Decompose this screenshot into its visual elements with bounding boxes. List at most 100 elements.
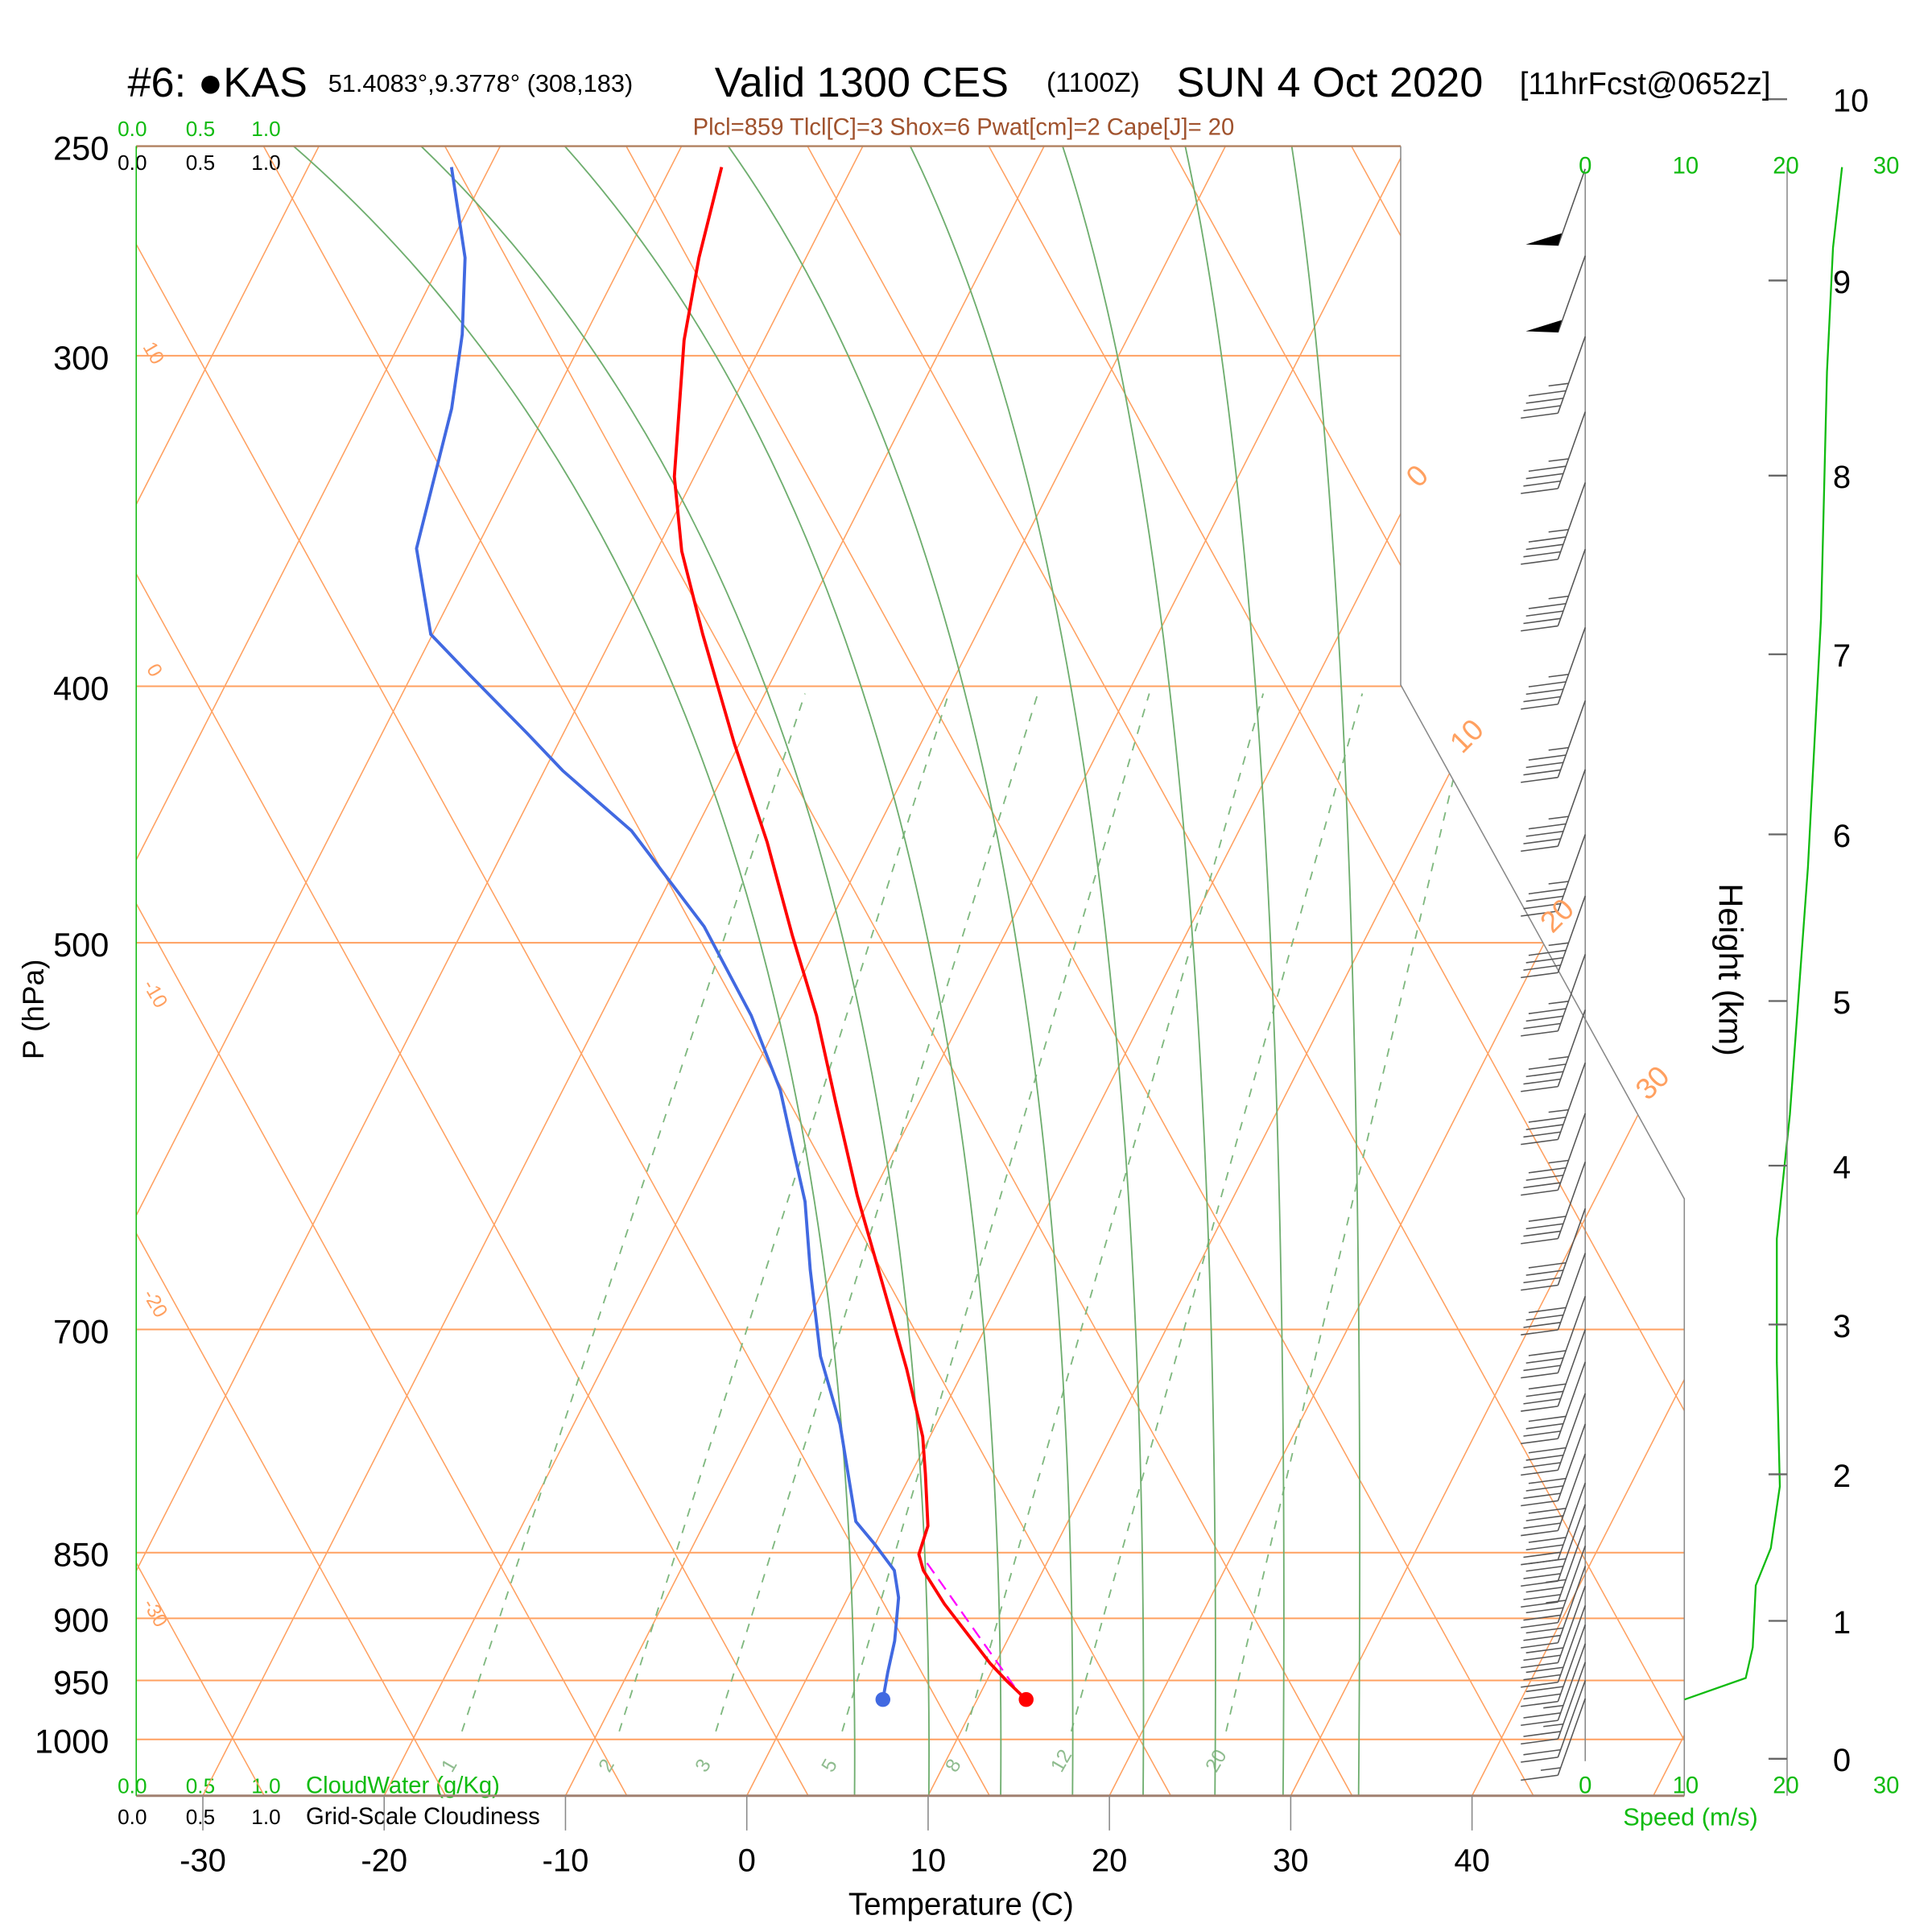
wind-barb-full [1521,1085,1558,1092]
isotherm-line [202,146,1045,1796]
isotherm-line [1108,146,1685,1796]
wind-barb-full [1525,398,1563,404]
wind-barb-half [1548,529,1569,533]
wind-barb-full [1523,1322,1561,1328]
wind-barb-full [1523,1430,1561,1437]
wind-barb-full [1528,754,1567,761]
wind-barb-full [1528,1415,1567,1422]
wind-barb-half [1543,1704,1563,1709]
wind-barb-full [1525,473,1563,480]
dry-adiabat-line [444,146,1353,1796]
wind-barb-full [1521,1738,1558,1745]
isotherm-label: 30 [1629,1059,1676,1106]
wind-barb-full [1523,1022,1561,1030]
wind-barb-full [1525,1607,1563,1614]
wind-barb-full [1525,1015,1563,1022]
wind-barb-full [1523,551,1561,558]
wind-barb-full [1525,1269,1563,1276]
dry-adiabat-line [1351,146,1685,1796]
moist-adiabat-line [909,146,1145,1796]
wind-barb-staff [1557,482,1586,560]
speed-tick-label-bottom: 10 [1673,1773,1699,1799]
wind-barb-full [1528,1216,1567,1222]
wind-barb-full [1525,1124,1563,1130]
wind-barb-full [1528,823,1567,830]
wind-barb-full [1525,895,1563,902]
wind-barb-full [1528,390,1567,397]
wind-barb-full [1521,1284,1558,1291]
wind-barb-full [1528,1507,1567,1514]
speed-tick-label-top: 20 [1773,153,1799,179]
wind-barb-full [1521,1406,1558,1412]
wind-barb-staff [1557,1453,1586,1531]
speed-tick-label-bottom: 30 [1873,1773,1900,1799]
wind-barb-half [1548,1159,1569,1164]
height-tick-label: 1 [1833,1605,1851,1641]
cloudiness-tick: 1.0 [251,151,280,175]
wind-barb-full [1523,838,1561,844]
isotherm-line [564,146,1408,1796]
cloudwater-tick: 1.0 [251,117,280,141]
wind-barb-full [1525,1515,1563,1521]
wind-barb-full [1528,536,1567,543]
wind-barb-full [1528,465,1567,473]
dry-adiabat-label: -10 [138,976,171,1012]
wind-barb-full [1523,1614,1561,1621]
speed-tick-label-top: 0 [1579,153,1591,179]
wind-barb-half [1548,1001,1569,1005]
cloudiness-tick: 0.0 [118,1805,147,1829]
wind-barb-full [1521,972,1558,979]
dry-adiabat-line [136,146,447,1796]
cloudwater-tick: 0.5 [186,117,215,141]
wind-barb-full [1525,1223,1563,1230]
wind-barb-full [1528,1350,1567,1356]
wind-barbs [1521,168,1586,1781]
dry-adiabat-line [262,146,1172,1796]
dry-adiabat-label: -30 [138,1596,171,1631]
mixing-ratio-line [618,693,950,1732]
wind-barb-full [1523,1397,1561,1405]
wind-barb-staff [1557,769,1586,847]
wind-barb-full [1521,1329,1558,1335]
wind-barb-full [1528,1166,1567,1174]
wind-barb-half [1548,746,1569,751]
wind-barb-staff [1557,1680,1586,1758]
moist-adiabat-line [564,146,1002,1796]
wind-barb-full [1528,1008,1567,1014]
isotherm-line [927,146,1685,1796]
wind-barb-full [1521,559,1558,565]
mixing-ratio-label: 2 [595,1756,619,1776]
wind-barb-full [1521,776,1558,783]
wind-barb-full [1521,1138,1558,1146]
wind-barb-full [1525,1627,1563,1634]
wind-barb-full [1523,1634,1561,1641]
wind-barb-full [1523,1594,1561,1600]
wind-barb-staff [1557,834,1586,912]
wind-barb-staff [1557,255,1586,333]
cloudiness-tick: 0.5 [186,1805,215,1829]
dry-adiabat-line [988,146,1685,1796]
mixing-ratio-label: 8 [942,1756,966,1776]
moist-adiabat-line [420,146,930,1796]
dry-adiabat-line [1895,147,1932,1796]
forecast-info: [11hrFcst@0652z] [1520,67,1771,101]
wind-barb-staff [1557,1643,1586,1721]
pressure-tick-label: 250 [53,129,109,167]
wind-barb-full [1528,1447,1567,1454]
wind-barb-full [1521,1757,1558,1763]
wind-barb-full [1528,1117,1567,1123]
moist-adiabat-line [293,146,856,1796]
wind-barb-full [1523,1277,1561,1284]
cloudiness-label: Grid-Scale Cloudiness [306,1804,540,1830]
isotherm-line [383,146,1227,1796]
dry-adiabat-line [136,146,809,1796]
wind-barb-full [1525,1357,1563,1364]
wind-barb-full [1525,762,1563,769]
wind-barb-half [1540,1767,1561,1771]
wind-barb-half [1548,674,1569,678]
height-tick-label: 9 [1833,265,1851,300]
wind-barb-full [1521,1438,1558,1445]
wind-barb-half [1543,1723,1563,1728]
wind-barb-full [1523,1078,1561,1085]
wind-barb-full [1521,1681,1558,1688]
